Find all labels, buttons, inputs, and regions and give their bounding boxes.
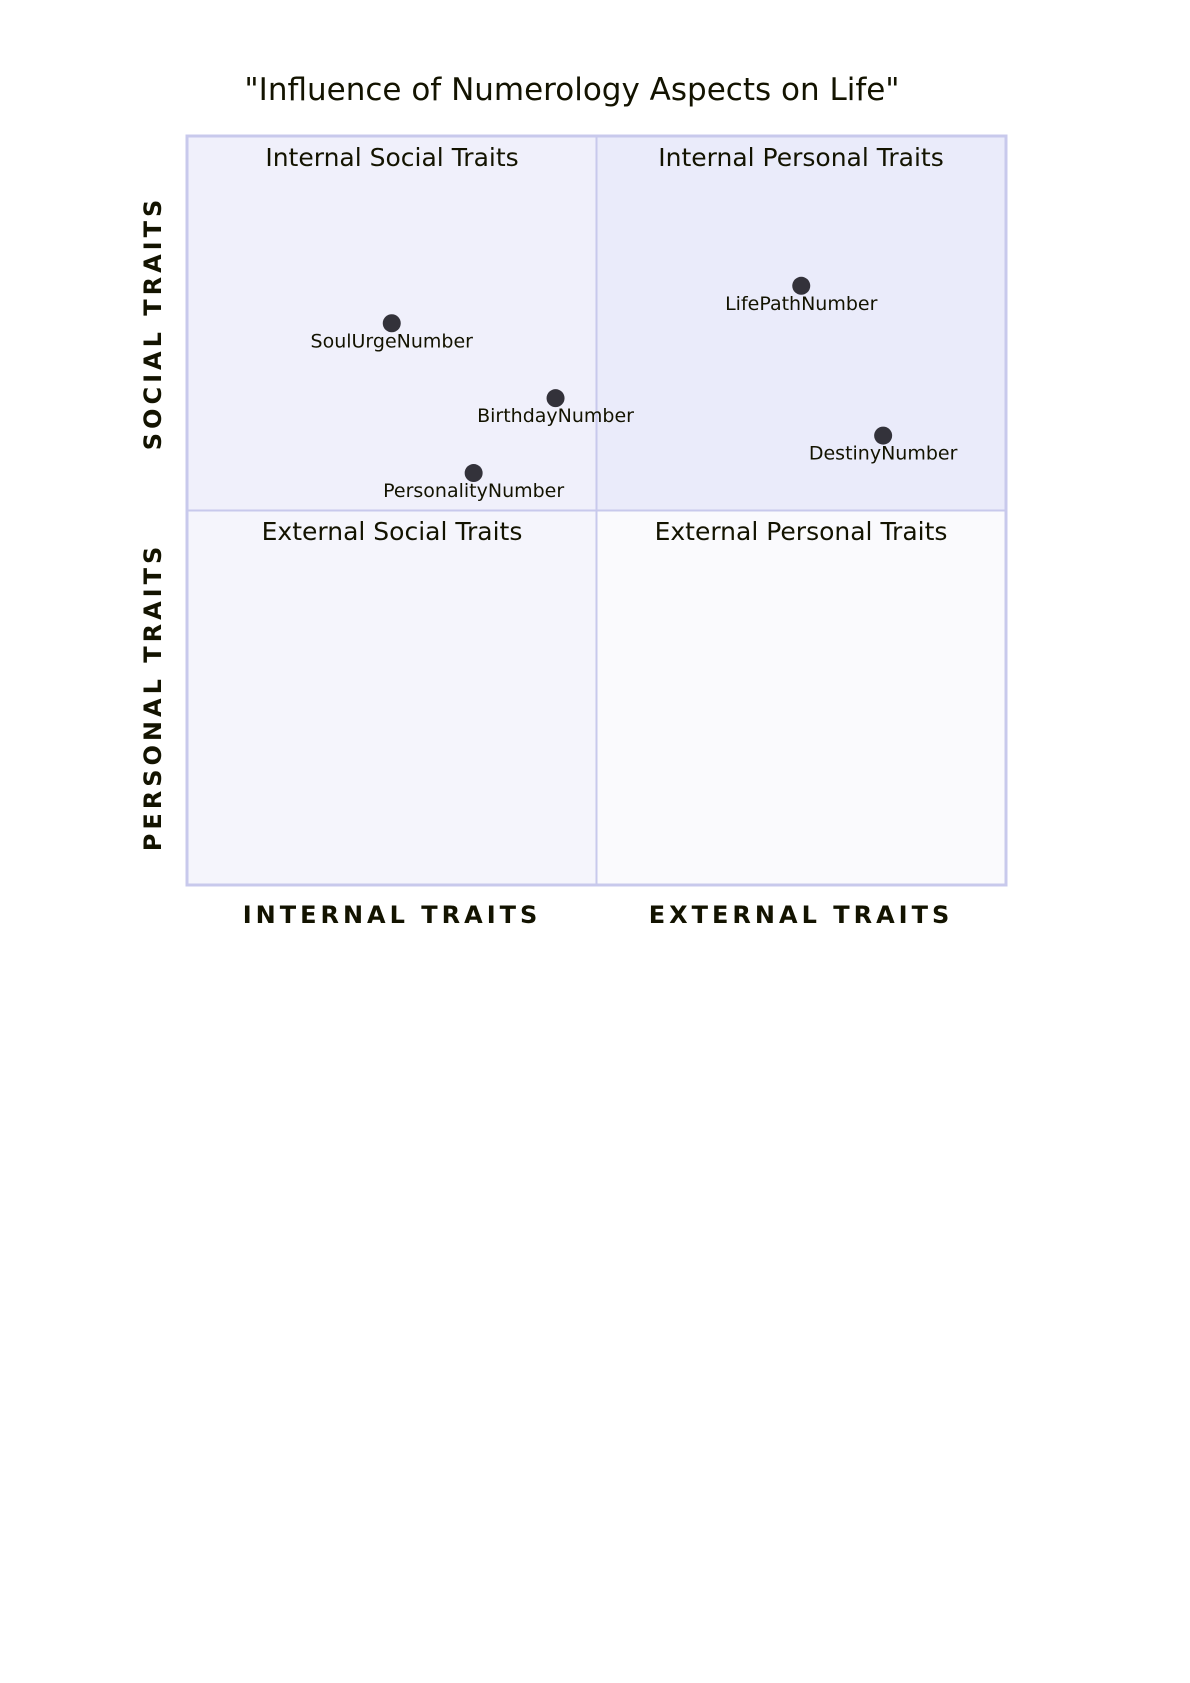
point-label-life-path-number: LifePathNumber (725, 293, 877, 315)
quadrant-bottom-right (596, 510, 1006, 885)
y-axis-top-label: SOCIAL TRAITS (139, 196, 167, 450)
data-point-personality-number (464, 464, 483, 483)
data-point-destiny-number (874, 426, 893, 445)
quadrant-label-bottom-right: External Personal Traits (655, 517, 948, 546)
quadrant-label-top-left: Internal Social Traits (265, 143, 518, 172)
point-label-birthday-number: BirthdayNumber (477, 405, 634, 427)
data-point-soul-urge-number (382, 314, 401, 333)
plot-border (185, 134, 1008, 887)
chart-title: "Influence of Numerology Aspects on Life… (244, 72, 899, 108)
quadrant-top-right (596, 136, 1006, 511)
y-axis-bottom-label: PERSONAL TRAITS (139, 543, 167, 851)
data-points: LifePathNumber DestinyNumber SoulUrgeNumbe… (311, 276, 958, 502)
x-axis-right-label: EXTERNAL TRAITS (649, 901, 953, 929)
quadrant-label-top-right: Internal Personal Traits (658, 143, 944, 172)
point-label-personality-number: PersonalityNumber (383, 480, 564, 502)
data-point-life-path-number (792, 276, 811, 295)
quadrant-label-bottom-left: External Social Traits (262, 517, 523, 546)
quadrant-bottom-left (187, 510, 597, 885)
point-label-soul-urge-number: SoulUrgeNumber (311, 330, 474, 352)
data-point-birthday-number (546, 389, 565, 408)
point-label-destiny-number: DestinyNumber (809, 443, 958, 465)
x-axis-left-label: INTERNAL TRAITS (243, 901, 542, 929)
